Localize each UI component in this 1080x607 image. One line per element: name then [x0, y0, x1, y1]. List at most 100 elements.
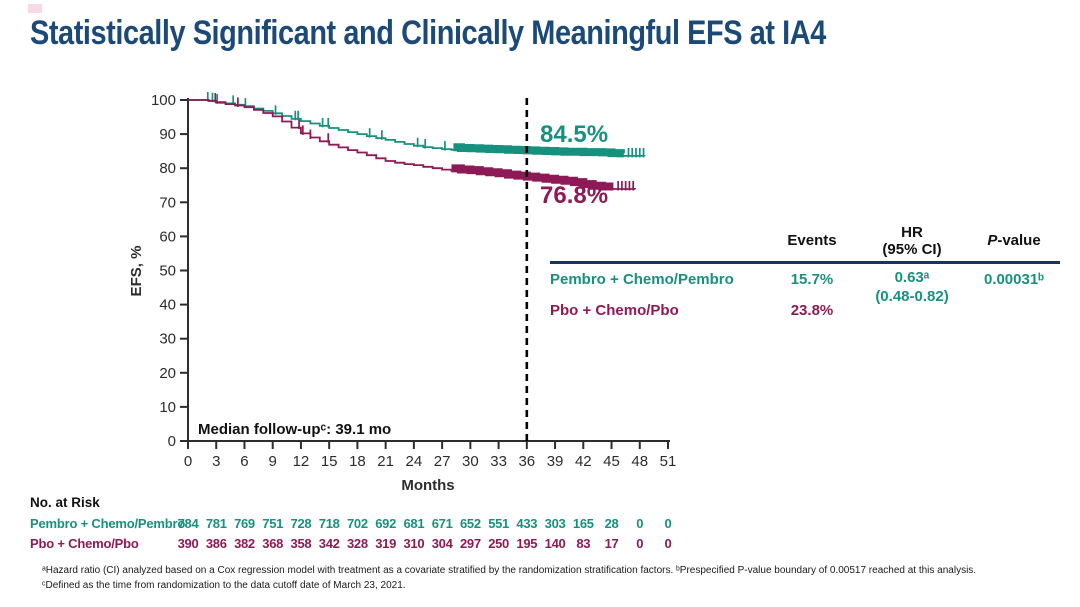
- summary-table-body: Pembro + Chemo/Pembro 15.7% 0.63ᵃ (0.48-…: [550, 264, 1060, 326]
- at-risk-value: 28: [605, 516, 619, 531]
- at-risk-value: 728: [291, 516, 312, 531]
- y-tick-label: 90: [159, 126, 176, 143]
- col-header-hr: HR (95% CI): [856, 224, 968, 258]
- col-header-pvalue: P-value: [968, 232, 1060, 249]
- at-risk-value: 368: [262, 536, 283, 551]
- at-risk-value: 303: [545, 516, 566, 531]
- at-risk-value: 250: [488, 536, 509, 551]
- at-risk-value: 390: [178, 536, 199, 551]
- x-tick-label: 18: [349, 453, 366, 470]
- page-title: Statistically Significant and Clinically…: [30, 14, 826, 52]
- row-label-pbo: Pbo + Chemo/Pbo: [550, 302, 679, 319]
- at-risk-value: 0: [665, 516, 672, 531]
- at-risk-value: 751: [262, 516, 283, 531]
- x-tick-label: 36: [518, 453, 535, 470]
- accent-mark: [28, 4, 42, 13]
- y-tick-label: 80: [159, 160, 176, 177]
- y-tick-label: 70: [159, 194, 176, 211]
- at-risk-value: 433: [516, 516, 537, 531]
- at-risk-value: 781: [206, 516, 227, 531]
- x-tick-label: 12: [293, 453, 310, 470]
- pvalue-value: 0.00031ᵇ: [983, 271, 1045, 288]
- x-tick-label: 15: [321, 453, 338, 470]
- y-tick-label: 50: [159, 263, 176, 280]
- at-risk-value: 692: [375, 516, 396, 531]
- x-tick-label: 27: [434, 453, 451, 470]
- at-risk-value: 652: [460, 516, 481, 531]
- y-axis-title: EFS, %: [128, 246, 145, 297]
- col-header-events: Events: [787, 232, 837, 249]
- hazard-ratio-ci: (0.48-0.82): [875, 288, 949, 305]
- x-tick-label: 24: [406, 453, 423, 470]
- events-pembro: 15.7%: [790, 271, 834, 288]
- at-risk-value: 702: [347, 516, 368, 531]
- x-tick-label: 33: [490, 453, 507, 470]
- x-tick-label: 39: [547, 453, 564, 470]
- at-risk-value: 297: [460, 536, 481, 551]
- pvalue-italic-p: P: [987, 232, 998, 249]
- hazard-ratio-value: 0.63ᵃ: [894, 269, 930, 286]
- at-risk-value: 140: [545, 536, 566, 551]
- y-tick-label: 30: [159, 331, 176, 348]
- at-risk-value: 671: [432, 516, 453, 531]
- at-risk-value: 386: [206, 536, 227, 551]
- x-tick-label: 45: [603, 453, 620, 470]
- x-tick-label: 30: [462, 453, 479, 470]
- at-risk-title: No. at Risk: [30, 495, 100, 510]
- col-header-hr-line2: (95% CI): [882, 240, 942, 258]
- y-tick-label: 0: [168, 433, 176, 450]
- efs-rate-label: 84.5%: [540, 121, 608, 148]
- at-risk-value: 319: [375, 536, 396, 551]
- at-risk-value: 769: [234, 516, 255, 531]
- at-risk-value: 718: [319, 516, 340, 531]
- at-risk-value: 0: [665, 536, 672, 551]
- x-tick-label: 42: [575, 453, 592, 470]
- col-header-hr-line1: HR: [901, 223, 923, 241]
- footnote-c: ᶜDefined as the time from randomization …: [42, 580, 406, 591]
- x-tick-label: 9: [269, 453, 277, 470]
- at-risk-value: 310: [403, 536, 424, 551]
- x-axis-title: Months: [401, 477, 454, 494]
- at-risk-value: 382: [234, 536, 255, 551]
- hazard-ratio-cell: 0.63ᵃ (0.48-0.82): [856, 264, 968, 326]
- y-tick-label: 60: [159, 228, 176, 245]
- at-risk-value: 304: [432, 536, 454, 551]
- at-risk-row-label: Pbo + Chemo/Pbo: [30, 536, 139, 551]
- x-tick-label: 0: [184, 453, 192, 470]
- dense-censor-band: [451, 164, 614, 191]
- events-pbo: 23.8%: [790, 302, 834, 319]
- summary-table: Events HR (95% CI) P-value Pembro + Chem…: [550, 221, 1060, 326]
- summary-table-header-row: Events HR (95% CI) P-value: [550, 221, 1060, 264]
- at-risk-value: 784: [178, 516, 200, 531]
- y-tick-label: 20: [159, 365, 176, 382]
- km-curve-pbo: [188, 93, 636, 191]
- footnotes: ᵃHazard ratio (CI) analyzed based on a C…: [42, 563, 1072, 593]
- x-tick-label: 3: [212, 453, 220, 470]
- at-risk-value: 358: [291, 536, 312, 551]
- at-risk-value: 165: [573, 516, 594, 531]
- row-label-pembro: Pembro + Chemo/Pembro: [550, 271, 734, 288]
- x-tick-label: 48: [631, 453, 648, 470]
- x-tick-label: 51: [660, 453, 677, 470]
- at-risk-value: 195: [516, 536, 537, 551]
- y-tick-label: 10: [159, 399, 176, 416]
- median-followup-annotation: Median follow-upᶜ: 39.1 mo: [198, 421, 391, 438]
- at-risk-value: 83: [576, 536, 590, 551]
- y-tick-label: 100: [151, 92, 176, 109]
- at-risk-value: 0: [636, 516, 643, 531]
- footnote-a-b: ᵃHazard ratio (CI) analyzed based on a C…: [42, 565, 977, 576]
- at-risk-value: 551: [488, 516, 509, 531]
- y-tick-label: 40: [159, 297, 176, 314]
- at-risk-value: 342: [319, 536, 340, 551]
- at-risk-value: 0: [636, 536, 643, 551]
- at-risk-value: 681: [403, 516, 424, 531]
- efs-rate-label: 76.8%: [540, 182, 608, 209]
- x-tick-label: 6: [240, 453, 248, 470]
- x-tick-label: 21: [377, 453, 394, 470]
- at-risk-row-label: Pembro + Chemo/Pembro: [30, 516, 185, 531]
- dense-censor-band: [453, 143, 625, 158]
